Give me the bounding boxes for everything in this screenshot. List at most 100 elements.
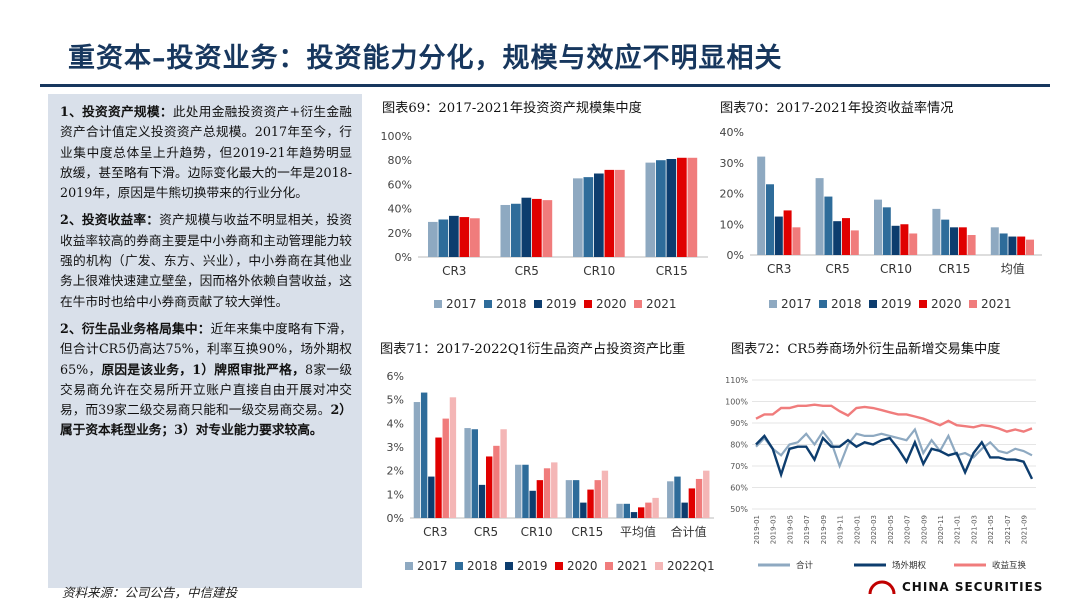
bar-2018-CR10 <box>882 207 891 255</box>
x-tick-label: 2020-05 <box>887 515 895 544</box>
y-tick-label: 0% <box>387 512 404 525</box>
legend-swatch-2021 <box>634 300 642 308</box>
bar-2021-平均值 <box>645 502 652 518</box>
x-category-label: CR5 <box>515 264 539 278</box>
chart-otc-concentration: 50% 60% 70% 80% 90% 100% 110% 2019-01 2019-03 201… <box>725 376 1036 571</box>
legend-swatch-2019 <box>534 300 542 308</box>
bar-2017-均值 <box>990 227 999 255</box>
bar-2020-合计值 <box>688 488 696 518</box>
bar-2020-均值 <box>1017 236 1026 255</box>
bar-2020-CR5 <box>842 218 850 255</box>
bar-2022Q1-CR3 <box>449 397 457 518</box>
legend-label: 2018 <box>496 297 527 311</box>
bar-2017-CR10 <box>515 464 522 518</box>
y-tick-label: 1% <box>387 488 404 501</box>
y-tick-label: 50% <box>730 505 748 514</box>
x-tick-label: 2020-03 <box>870 515 878 544</box>
bar-2020-CR10 <box>900 224 909 255</box>
y-tick-label: 60% <box>730 484 748 493</box>
x-category-label: CR3 <box>767 262 791 276</box>
paragraph-heading: 1、投资资产规模： <box>60 104 173 119</box>
legend-label: 2019 <box>881 297 912 311</box>
x-category-label: CR3 <box>423 525 447 539</box>
paragraph-emphasis: 原因是该业务，1）牌照审批严格， <box>101 361 306 377</box>
y-tick-label: 10% <box>720 218 744 231</box>
bar-2020-CR15 <box>677 157 687 257</box>
legend-label: 2020 <box>596 297 627 311</box>
bar-2019-CR3 <box>428 476 435 518</box>
bar-2017-CR15 <box>932 208 941 255</box>
legend-label: 场外期权 <box>892 560 927 571</box>
paragraph-returns: 2、投资收益率：资产规模与收益不明显相关，投资收益率较高的券商主要是中小券商和主… <box>60 210 352 311</box>
y-tick-label: 0% <box>395 251 412 264</box>
bar-2019-均值 <box>1008 236 1017 255</box>
x-tick-label: 2019-11 <box>837 515 845 544</box>
legend-label: 2019 <box>546 297 577 311</box>
x-category-label: 均值 <box>1001 261 1025 276</box>
x-category-label: CR10 <box>583 264 615 278</box>
legend-swatch-2021 <box>969 300 977 308</box>
y-tick-label: 30% <box>720 157 744 170</box>
x-tick-label: 2021-01 <box>954 515 962 544</box>
x-category-label: CR15 <box>938 262 970 276</box>
bar-2020-CR10 <box>536 480 544 518</box>
bar-2018-CR5 <box>824 196 833 255</box>
bar-2017-合计值 <box>667 481 674 518</box>
x-category-label: CR15 <box>656 264 688 278</box>
paragraph-heading: 2、衍生品业务格局集中： <box>60 320 211 336</box>
legend-label: 2018 <box>831 297 862 311</box>
chart-return-rate: 0% 10% 20% 30% 40% CR3 CR5 CR10 CR15 均值 2017 2018 20… <box>720 126 1042 311</box>
legend-label: 2021 <box>981 297 1012 311</box>
legend-swatch-2021 <box>605 562 613 570</box>
bar-2017-CR3 <box>757 156 766 255</box>
y-tick-label: 0% <box>727 249 744 262</box>
line-series-合计 <box>755 427 1033 470</box>
bar-2017-CR15 <box>645 162 656 257</box>
bar-2017-CR3 <box>428 221 438 257</box>
y-tick-label: 40% <box>720 126 744 139</box>
y-tick-label: 100% <box>725 398 748 407</box>
legend-label: 2021 <box>646 297 677 311</box>
legend-swatch-2020 <box>555 562 563 570</box>
y-tick-label: 4% <box>387 417 404 430</box>
bar-2021-CR10 <box>615 169 625 257</box>
bar-2017-CR3 <box>413 402 421 518</box>
x-tick-label: 2019-05 <box>786 515 794 544</box>
x-category-label: CR5 <box>825 262 849 276</box>
logo: CHINA SECURITIES <box>868 580 1043 594</box>
legend-swatch-2020 <box>919 300 927 308</box>
bar-2019-CR10 <box>529 490 536 518</box>
bar-2019-合计值 <box>681 502 688 518</box>
legend-label: 2017 <box>781 297 812 311</box>
paragraph-body: 8家一级交易商允许在交易所开立账户直接自由开展对冲交易，而39家二级交易商只能和… <box>60 361 353 418</box>
bar-2020-CR3 <box>783 210 792 255</box>
bar-2018-CR3 <box>420 392 428 518</box>
bar-2019-CR15 <box>666 158 677 257</box>
bar-2017-CR5 <box>464 428 471 518</box>
y-tick-label: 20% <box>720 188 744 201</box>
paragraph-body: 近年来集中度略有下滑，但合计CR5仍高达75%，利率互换90%，场外期权65%， <box>60 320 353 377</box>
paragraph-emphasis: 2）属于资本耗型业务；3）对专业能力要求较高。 <box>60 402 352 438</box>
bar-2018-均值 <box>999 233 1008 255</box>
bar-2020-CR3 <box>435 437 442 518</box>
bar-2021-均值 <box>1026 239 1034 255</box>
legend-label: 2020 <box>567 559 598 573</box>
legend-label: 2017 <box>417 559 448 573</box>
legend-label: 收益互换 <box>992 560 1027 571</box>
x-category-label: CR15 <box>571 525 603 539</box>
logo-text: CHINA SECURITIES <box>902 580 1043 594</box>
bar-2017-平均值 <box>616 503 623 518</box>
bar-2018-CR5 <box>511 203 521 257</box>
bar-2018-CR10 <box>583 177 594 257</box>
x-category-label: CR3 <box>442 264 466 278</box>
x-tick-label: 2020-01 <box>853 515 861 544</box>
chart-asset-concentration: 0% 20% 40% 60% 80% 100% CR3 CR5 CR10 CR15 2017 2018… <box>381 130 708 311</box>
y-tick-label: 60% <box>388 178 412 191</box>
bar-2019-CR10 <box>891 225 900 255</box>
bar-2021-CR15 <box>967 235 976 255</box>
bar-2018-CR3 <box>438 219 449 257</box>
y-tick-label: 2% <box>387 465 404 478</box>
bar-2019-CR10 <box>594 173 604 257</box>
line-series-场外期权 <box>755 433 1034 480</box>
bar-2021-CR15 <box>687 157 698 257</box>
